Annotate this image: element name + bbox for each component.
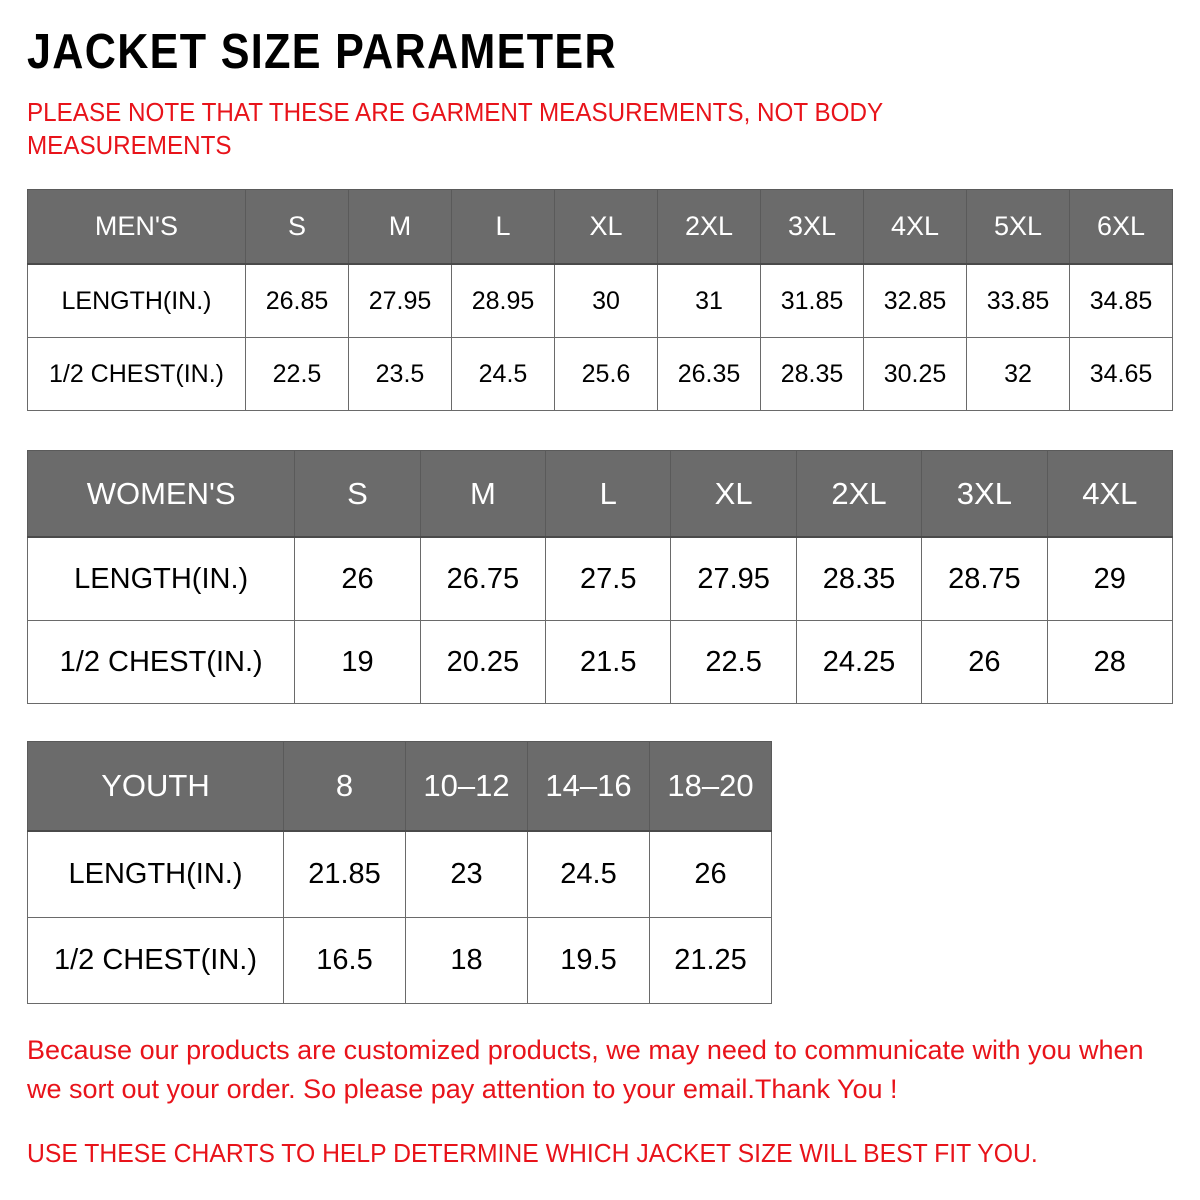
page-title: JACKET SIZE PARAMETER (27, 25, 617, 79)
mens-cell: 24.5 (451, 337, 555, 412)
youth-cell: 19.5 (527, 917, 650, 1005)
womens-cell: 22.5 (670, 620, 797, 705)
mens-col-header: M (348, 189, 452, 266)
mens-table-label: MEN'S (27, 189, 246, 266)
mens-col-header: 2XL (657, 189, 761, 266)
womens-cell: 28.75 (921, 536, 1048, 622)
mens-col-header: S (245, 189, 349, 266)
mens-cell: 30 (554, 263, 658, 339)
mens-cell: 22.5 (245, 337, 349, 412)
womens-cell: 28.35 (795, 536, 923, 622)
womens-cell: 19 (294, 620, 421, 705)
womens-col-header: 2XL (795, 450, 923, 539)
mens-cell: 25.6 (554, 337, 658, 412)
mens-cell: 28.35 (760, 337, 864, 412)
mens-cell: 33.85 (966, 263, 1070, 339)
mens-header-row: MEN'S S M L XL 2XL 3XL 4XL 5XL 6XL (27, 189, 1173, 266)
womens-row-label: 1/2 CHEST(IN.) (26, 620, 296, 705)
youth-col-header: 18–20 (649, 741, 772, 833)
womens-size-table: WOMEN'S S M L XL 2XL 3XL 4XL LENGTH(IN.)… (26, 450, 1174, 705)
womens-cell: 24.25 (795, 620, 923, 705)
youth-cell: 21.85 (283, 830, 406, 919)
mens-col-header: 5XL (966, 189, 1070, 266)
youth-row-label: 1/2 CHEST(IN.) (27, 917, 284, 1005)
womens-col-header: S (294, 450, 421, 539)
youth-cell: 24.5 (527, 830, 650, 919)
mens-cell: 32 (966, 337, 1070, 412)
mens-cell: 31 (657, 263, 761, 339)
table-row: LENGTH(IN.) 26.85 27.95 28.95 30 31 31.8… (27, 263, 1173, 339)
womens-cell: 21.5 (545, 620, 672, 705)
youth-cell: 16.5 (283, 917, 406, 1005)
mens-row-label: 1/2 CHEST(IN.) (27, 337, 246, 412)
table-row: LENGTH(IN.) 21.85 23 24.5 26 (27, 830, 772, 919)
mens-cell: 31.85 (760, 263, 864, 339)
mens-col-header: L (451, 189, 555, 266)
youth-col-header: 10–12 (405, 741, 528, 833)
womens-header-row: WOMEN'S S M L XL 2XL 3XL 4XL (26, 450, 1174, 539)
chart-usage-note: USE THESE CHARTS TO HELP DETERMINE WHICH… (27, 1139, 1038, 1168)
womens-cell: 28 (1046, 620, 1174, 705)
womens-col-header: 4XL (1046, 450, 1174, 539)
womens-cell: 29 (1046, 536, 1174, 622)
youth-cell: 21.25 (649, 917, 772, 1005)
womens-cell: 27.95 (670, 536, 797, 622)
table-row: LENGTH(IN.) 26 26.75 27.5 27.95 28.35 28… (26, 536, 1174, 622)
womens-col-header: XL (670, 450, 797, 539)
mens-cell: 27.95 (348, 263, 452, 339)
youth-cell: 18 (405, 917, 528, 1005)
womens-cell: 26.75 (419, 536, 547, 622)
womens-col-header: L (545, 450, 672, 539)
mens-cell: 26.35 (657, 337, 761, 412)
mens-col-header: 4XL (863, 189, 967, 266)
womens-cell: 26 (921, 620, 1048, 705)
mens-size-table: MEN'S S M L XL 2XL 3XL 4XL 5XL 6XL LENGT… (27, 189, 1173, 412)
mens-cell: 26.85 (245, 263, 349, 339)
youth-header-row: YOUTH 8 10–12 14–16 18–20 (27, 741, 772, 833)
mens-cell: 30.25 (863, 337, 967, 412)
womens-cell: 26 (294, 536, 421, 622)
youth-cell: 26 (649, 830, 772, 919)
mens-cell: 32.85 (863, 263, 967, 339)
mens-row-label: LENGTH(IN.) (27, 263, 246, 339)
youth-col-header: 8 (283, 741, 406, 833)
table-row: 1/2 CHEST(IN.) 19 20.25 21.5 22.5 24.25 … (26, 620, 1174, 705)
mens-cell: 34.85 (1069, 263, 1173, 339)
table-row: 1/2 CHEST(IN.) 16.5 18 19.5 21.25 (27, 917, 772, 1005)
youth-col-header: 14–16 (527, 741, 650, 833)
youth-table-label: YOUTH (27, 741, 284, 833)
mens-col-header: 6XL (1069, 189, 1173, 266)
mens-cell: 23.5 (348, 337, 452, 412)
womens-col-header: M (419, 450, 547, 539)
customization-note: Because our products are customized prod… (27, 1035, 1144, 1105)
womens-cell: 20.25 (419, 620, 547, 705)
womens-table-label: WOMEN'S (26, 450, 296, 539)
mens-col-header: XL (554, 189, 658, 266)
womens-row-label: LENGTH(IN.) (26, 536, 296, 622)
youth-row-label: LENGTH(IN.) (27, 830, 284, 919)
youth-size-table: YOUTH 8 10–12 14–16 18–20 LENGTH(IN.) 21… (27, 741, 772, 1005)
mens-col-header: 3XL (760, 189, 864, 266)
youth-cell: 23 (405, 830, 528, 919)
garment-measurement-note: PLEASE NOTE THAT THESE ARE GARMENT MEASU… (27, 99, 883, 160)
mens-cell: 34.65 (1069, 337, 1173, 412)
womens-col-header: 3XL (921, 450, 1048, 539)
womens-cell: 27.5 (545, 536, 672, 622)
table-row: 1/2 CHEST(IN.) 22.5 23.5 24.5 25.6 26.35… (27, 337, 1173, 412)
mens-cell: 28.95 (451, 263, 555, 339)
